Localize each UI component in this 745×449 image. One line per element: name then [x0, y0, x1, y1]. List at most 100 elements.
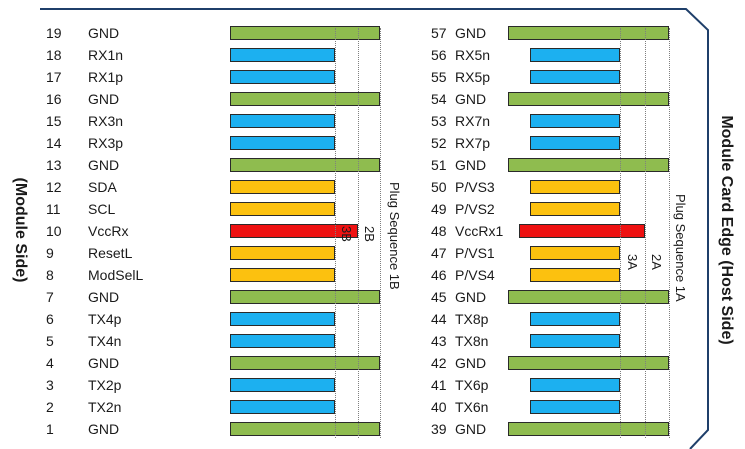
contact-pad [230, 268, 335, 282]
pin-name: GND [455, 421, 487, 437]
pin-row: 13 GND [0, 154, 745, 176]
pin-number: 2 [46, 399, 54, 415]
pin-row: 3 TX2p [0, 374, 745, 396]
contact-pad [230, 378, 335, 392]
pin-row: 46 P/VS4 [0, 264, 745, 286]
contact-pad [230, 136, 335, 150]
pin-name: GND [455, 157, 487, 173]
contact-pad [230, 48, 335, 62]
pin-name: RX7n [455, 113, 491, 129]
contact-pad [230, 70, 335, 84]
pin-number: 13 [46, 157, 62, 173]
pin-name: TX6n [455, 399, 489, 415]
pin-row: 48 VccRx1 [0, 220, 745, 242]
pin-name: GND [455, 25, 487, 41]
pin-number: 7 [46, 289, 54, 305]
pin-number: 12 [46, 179, 62, 195]
pin-number: 57 [431, 25, 447, 41]
plug-sequence-3b-line [335, 28, 336, 438]
pin-name: RX3p [88, 135, 124, 151]
contact-pad [530, 202, 620, 216]
contact-pad [508, 422, 669, 436]
contact-pad [519, 224, 645, 238]
contact-pad [230, 92, 380, 106]
pin-name: GND [88, 91, 120, 107]
pin-number: 49 [431, 201, 447, 217]
pin-name: SDA [88, 179, 117, 195]
pin-number: 48 [431, 223, 447, 239]
plug-sequence-3a-line [620, 28, 621, 438]
pin-number: 56 [431, 47, 447, 63]
pin-number: 45 [431, 289, 447, 305]
contact-pad [530, 48, 620, 62]
contact-pad [230, 224, 358, 238]
contact-pad [230, 180, 335, 194]
contact-pad [230, 114, 335, 128]
pin-row: 49 P/VS2 [0, 198, 745, 220]
contact-pad [230, 202, 335, 216]
pin-name: TX8p [455, 311, 489, 327]
plug-sequence-1b-label: Plug Sequence 1B [387, 182, 402, 290]
pin-row: 54 GND [0, 88, 745, 110]
pin-row: 41 TX6p [0, 374, 745, 396]
pin-name: RX7p [455, 135, 491, 151]
pin-row: 19 GND [0, 22, 745, 44]
contact-pad [230, 246, 335, 260]
pin-row: 40 TX6n [0, 396, 745, 418]
pin-row: 47 P/VS1 [0, 242, 745, 264]
pin-name: P/VS2 [455, 201, 495, 217]
pin-name: RX1n [88, 47, 124, 63]
pin-name: GND [455, 91, 487, 107]
pin-number: 51 [431, 157, 447, 173]
plug-sequence-2b-line [358, 28, 359, 438]
pin-row: 11 SCL [0, 198, 745, 220]
contact-pad [530, 136, 620, 150]
pin-name: VccRx1 [455, 223, 504, 239]
pin-number: 40 [431, 399, 447, 415]
contact-pad [230, 26, 380, 40]
pin-number: 54 [431, 91, 447, 107]
pin-name: GND [88, 25, 120, 41]
pin-row: 8 ModSelL [0, 264, 745, 286]
pin-row: 6 TX4p [0, 308, 745, 330]
contact-pad [530, 378, 620, 392]
pin-name: GND [455, 355, 487, 371]
pin-number: 52 [431, 135, 447, 151]
pin-number: 1 [46, 421, 54, 437]
contact-pad [230, 290, 380, 304]
pin-row: 53 RX7n [0, 110, 745, 132]
pin-row: 4 GND [0, 352, 745, 374]
pin-row: 42 GND [0, 352, 745, 374]
pin-name: P/VS3 [455, 179, 495, 195]
pin-row: 18 RX1n [0, 44, 745, 66]
pin-number: 55 [431, 69, 447, 85]
contact-pad [230, 312, 335, 326]
pin-number: 14 [46, 135, 62, 151]
pin-name: ResetL [88, 245, 133, 261]
pin-name: TX4n [88, 333, 122, 349]
pin-row: 12 SDA [0, 176, 745, 198]
pin-number: 15 [46, 113, 62, 129]
pin-row: 55 RX5p [0, 66, 745, 88]
contact-pad [530, 400, 620, 414]
pin-number: 8 [46, 267, 54, 283]
pin-row: 50 P/VS3 [0, 176, 745, 198]
contact-pad [230, 400, 335, 414]
contact-pad [508, 26, 669, 40]
pin-name: RX1p [88, 69, 124, 85]
pin-row: 1 GND [0, 418, 745, 440]
pin-row: 17 RX1p [0, 66, 745, 88]
pin-name: TX4p [88, 311, 122, 327]
pin-number: 46 [431, 267, 447, 283]
pin-row: 51 GND [0, 154, 745, 176]
pin-row: 2 TX2n [0, 396, 745, 418]
pin-number: 41 [431, 377, 447, 393]
contact-pad [530, 114, 620, 128]
pin-name: ModSelL [88, 267, 144, 283]
pin-number: 4 [46, 355, 54, 371]
pin-row: 15 RX3n [0, 110, 745, 132]
pin-number: 43 [431, 333, 447, 349]
pin-name: P/VS4 [455, 267, 495, 283]
pin-name: TX2p [88, 377, 122, 393]
plug-sequence-1b-line [380, 28, 381, 438]
